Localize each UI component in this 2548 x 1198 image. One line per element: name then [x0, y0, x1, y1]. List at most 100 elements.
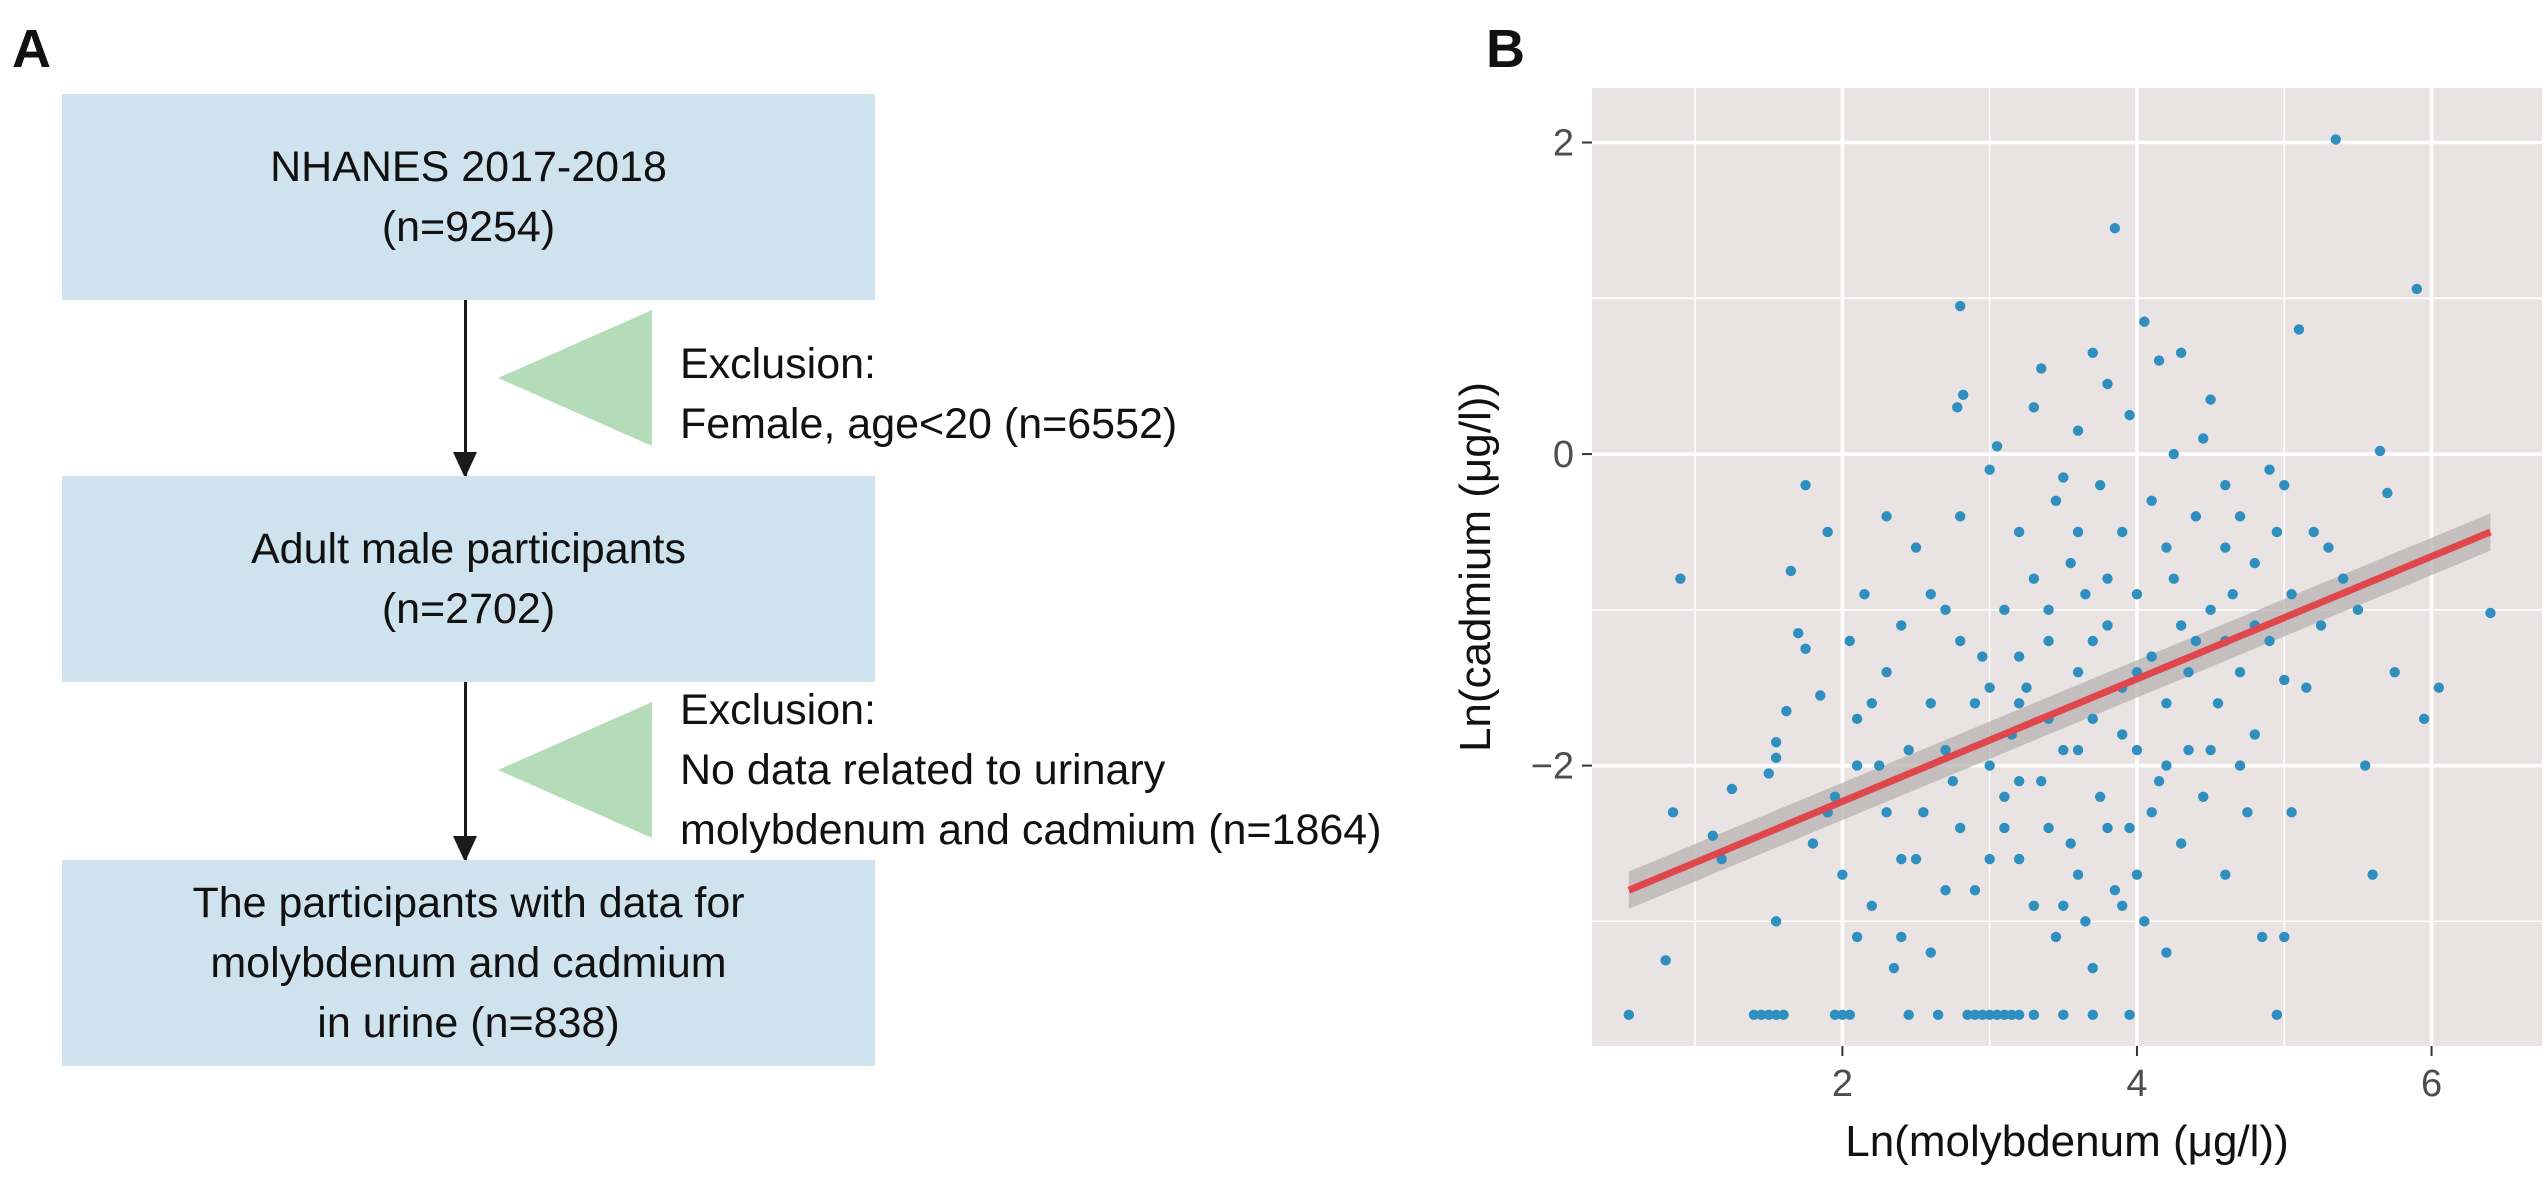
exclusion-note-2: Exclusion: No data related to urinary mo… — [680, 680, 1382, 860]
data-point — [2124, 1009, 2135, 1021]
data-point — [1947, 775, 1959, 787]
data-point — [2301, 682, 2312, 693]
data-point — [2175, 620, 2187, 631]
data-point — [2028, 900, 2040, 912]
data-point — [2286, 807, 2297, 818]
y-tick-label: −2 — [1531, 746, 1574, 788]
data-point — [2087, 347, 2098, 359]
data-point — [2175, 838, 2187, 849]
data-point — [2146, 651, 2157, 662]
data-point — [2433, 682, 2445, 693]
data-point — [2021, 682, 2032, 693]
data-point — [1969, 885, 1981, 896]
data-point — [1807, 838, 1819, 849]
data-point — [1896, 620, 1907, 631]
data-point — [2205, 394, 2216, 405]
data-point — [2013, 651, 2025, 662]
data-point — [1925, 698, 1936, 709]
x-axis-title: Ln(molybdenum (μg/l)) — [1845, 1117, 2289, 1166]
data-point — [1888, 962, 1900, 974]
data-point — [2131, 589, 2143, 600]
data-point — [1707, 830, 1718, 841]
data-point — [2080, 589, 2091, 600]
data-point — [2072, 425, 2084, 436]
data-point — [1881, 666, 1892, 678]
data-point — [2242, 807, 2253, 818]
data-point — [2234, 666, 2246, 678]
data-point — [2124, 822, 2135, 834]
data-point — [2050, 495, 2062, 506]
data-point — [1940, 744, 1951, 756]
data-point — [2043, 822, 2054, 834]
data-point — [1844, 1009, 1855, 1021]
data-point — [1866, 900, 1878, 912]
data-point — [1623, 1009, 1635, 1021]
data-point — [1844, 635, 1855, 647]
data-point — [1660, 955, 1671, 966]
data-point — [1881, 807, 1892, 818]
data-point — [1984, 853, 1995, 865]
data-point — [2418, 713, 2430, 725]
data-point — [2190, 511, 2202, 522]
data-point — [1991, 1009, 2003, 1021]
data-point — [2161, 760, 2172, 771]
data-point — [2117, 900, 2128, 912]
data-point — [2337, 573, 2349, 584]
data-point — [2072, 744, 2084, 756]
data-point — [2168, 448, 2179, 460]
data-point — [1952, 402, 1963, 413]
data-point — [1837, 1009, 1848, 1021]
data-point — [1815, 690, 1826, 701]
data-point — [1955, 511, 1966, 522]
data-point — [2485, 607, 2496, 619]
flow-box-nhanes-title: NHANES 2017-2018 — [270, 143, 667, 191]
data-point — [1881, 511, 1892, 522]
scatter-plot: 2 4 6 2 0 −2 Ln(molybdenum (μg/l)) Ln(cadmium (… — [1451, 88, 2542, 1166]
data-point — [1859, 589, 1870, 600]
data-point — [1999, 604, 2010, 616]
data-point — [2367, 869, 2378, 880]
data-point — [2124, 409, 2135, 421]
data-point — [2080, 916, 2091, 927]
data-point — [2264, 635, 2275, 647]
data-point — [2058, 744, 2069, 756]
data-point — [2153, 355, 2165, 366]
data-point — [1763, 768, 1774, 779]
data-point — [2146, 495, 2157, 506]
data-point — [2234, 760, 2246, 771]
panel-b-label: B — [1486, 19, 1525, 79]
data-point — [1851, 713, 1863, 725]
data-point — [2205, 604, 2216, 616]
data-point — [1785, 565, 1797, 577]
data-point — [1969, 1009, 1981, 1021]
data-point — [2234, 511, 2246, 522]
data-point — [2249, 557, 2260, 569]
data-point — [1940, 885, 1951, 896]
data-point — [1984, 464, 1995, 475]
data-point — [2315, 620, 2327, 631]
data-point — [1770, 737, 1782, 748]
data-point — [2256, 931, 2268, 943]
data-point — [1984, 1009, 1995, 1021]
data-point — [1800, 643, 1811, 654]
data-point — [2131, 744, 2143, 756]
data-point — [2036, 775, 2047, 787]
data-point — [2013, 698, 2025, 709]
data-point — [1918, 807, 1929, 818]
x-tick-label: 4 — [2126, 1063, 2147, 1105]
data-point — [1910, 542, 1922, 553]
data-point — [1778, 1009, 1789, 1021]
data-point — [2109, 222, 2121, 234]
data-point — [2227, 589, 2238, 600]
data-point — [1896, 853, 1907, 865]
data-point — [2043, 635, 2054, 647]
data-point — [2087, 962, 2098, 974]
data-point — [2360, 760, 2371, 771]
data-point — [2109, 885, 2121, 896]
data-point — [1675, 573, 1686, 584]
data-point — [2131, 869, 2143, 880]
exclusion-note-2-heading: Exclusion: — [680, 686, 876, 734]
data-point — [2094, 791, 2106, 802]
data-point — [2153, 775, 2165, 787]
data-point — [1955, 822, 1966, 834]
